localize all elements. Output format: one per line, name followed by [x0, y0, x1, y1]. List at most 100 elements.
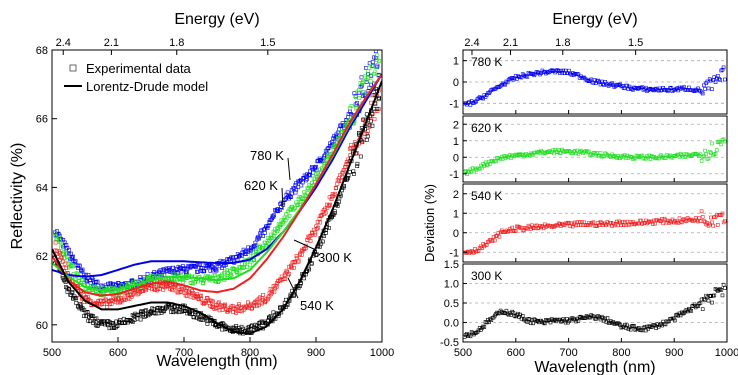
- deviation-point: [474, 99, 479, 104]
- data-point-540k: [78, 293, 82, 298]
- y-tick-label: 64: [36, 182, 48, 194]
- deviation-point: [688, 153, 692, 158]
- deviation-point: [715, 223, 720, 227]
- data-point-300k: [364, 138, 369, 142]
- deviation-point: [652, 323, 656, 327]
- data-point-540k: [129, 294, 134, 299]
- deviation-point: [498, 157, 503, 161]
- annotation-540k: 540 K: [300, 298, 334, 313]
- data-point-540k: [58, 251, 63, 255]
- deviation-point: [517, 152, 522, 156]
- data-point-780k: [72, 260, 77, 265]
- y-tick-label: 1: [453, 208, 459, 220]
- data-point-300k: [185, 311, 190, 316]
- data-point-300k: [78, 303, 83, 308]
- data-point-300k: [115, 324, 120, 328]
- deviation-point: [499, 154, 504, 159]
- deviation-point: [596, 221, 601, 225]
- x-tick-label: 1000: [715, 347, 738, 359]
- data-point-300k: [85, 310, 90, 314]
- data-point-300k: [375, 106, 380, 111]
- deviation-point: [571, 222, 576, 227]
- deviation-point: [491, 235, 496, 239]
- deviation-point: [468, 103, 473, 107]
- data-point-300k: [172, 305, 176, 310]
- data-point-300k: [234, 323, 239, 328]
- deviation-point: [573, 149, 577, 153]
- deviation-point: [584, 78, 589, 82]
- deviation-point: [490, 239, 495, 243]
- data-point-780k: [300, 180, 305, 185]
- deviation-point: [545, 318, 549, 323]
- data-point-620k: [348, 106, 353, 111]
- deviation-axis-title: Deviation (%): [422, 184, 437, 262]
- data-point-540k: [252, 304, 257, 308]
- data-point-780k: [214, 268, 219, 273]
- deviation-point: [619, 223, 624, 227]
- deviation-point: [515, 153, 519, 158]
- model-curve-780k: [52, 73, 382, 278]
- data-point-300k: [247, 327, 252, 331]
- data-point-780k: [172, 270, 177, 275]
- data-point-300k: [345, 176, 350, 180]
- data-point-300k: [110, 320, 115, 325]
- model-curve-300k: [52, 80, 382, 335]
- deviation-point: [626, 87, 631, 91]
- deviation-point: [707, 293, 712, 298]
- deviation-point: [605, 316, 610, 320]
- data-point-780k: [267, 220, 272, 224]
- data-point-540k: [313, 230, 318, 235]
- deviation-point: [563, 320, 568, 325]
- y-tick-label: -0.5: [440, 337, 459, 349]
- deviation-point: [619, 154, 624, 159]
- data-point-300k: [151, 307, 156, 312]
- deviation-point: [702, 154, 706, 158]
- deviation-point: [573, 71, 577, 76]
- deviation-point: [620, 84, 625, 88]
- x-tick-label: 800: [241, 347, 259, 359]
- deviation-point: [698, 219, 703, 223]
- deviation-point: [643, 85, 648, 90]
- deviation-point: [681, 154, 685, 159]
- data-point-540k: [287, 272, 291, 277]
- data-point-620k: [368, 79, 373, 84]
- data-point-620k: [376, 58, 381, 63]
- y-tick-label: 0: [453, 152, 459, 164]
- data-point-620k: [58, 245, 63, 250]
- deviation-point: [518, 312, 523, 317]
- deviation-point: [480, 246, 484, 250]
- data-point-620k: [314, 175, 319, 179]
- deviation-point: [560, 222, 565, 226]
- deviation-point: [614, 219, 619, 224]
- deviation-point: [641, 88, 646, 92]
- y-tick-label: 66: [36, 114, 48, 126]
- deviation-point: [703, 148, 707, 153]
- deviation-point: [648, 157, 653, 161]
- data-point-620k: [361, 80, 366, 84]
- data-point-300k: [86, 318, 91, 323]
- deviation-point: [696, 219, 700, 224]
- top-axis-title-right: Energy (eV): [552, 11, 637, 28]
- deviation-point: [599, 314, 604, 319]
- data-point-540k: [323, 210, 328, 215]
- data-point-780k: [355, 101, 360, 105]
- deviation-point: [544, 71, 548, 76]
- data-point-540k: [289, 264, 293, 269]
- deviation-point: [641, 325, 646, 330]
- deviation-point: [513, 228, 518, 233]
- data-point-300k: [307, 267, 312, 272]
- deviation-point: [583, 149, 588, 154]
- data-point-540k: [144, 288, 148, 293]
- data-point-300k: [88, 313, 93, 318]
- deviation-point: [502, 311, 506, 315]
- data-point-540k: [314, 226, 319, 231]
- deviation-point: [498, 84, 503, 88]
- deviation-point: [623, 153, 627, 157]
- data-point-300k: [347, 170, 352, 175]
- deviation-point: [666, 89, 670, 93]
- deviation-point: [477, 95, 482, 99]
- data-point-620k: [53, 230, 58, 235]
- top-tick-label: 2.1: [104, 37, 119, 49]
- deviation-point: [717, 213, 721, 217]
- data-point-540k: [299, 252, 304, 257]
